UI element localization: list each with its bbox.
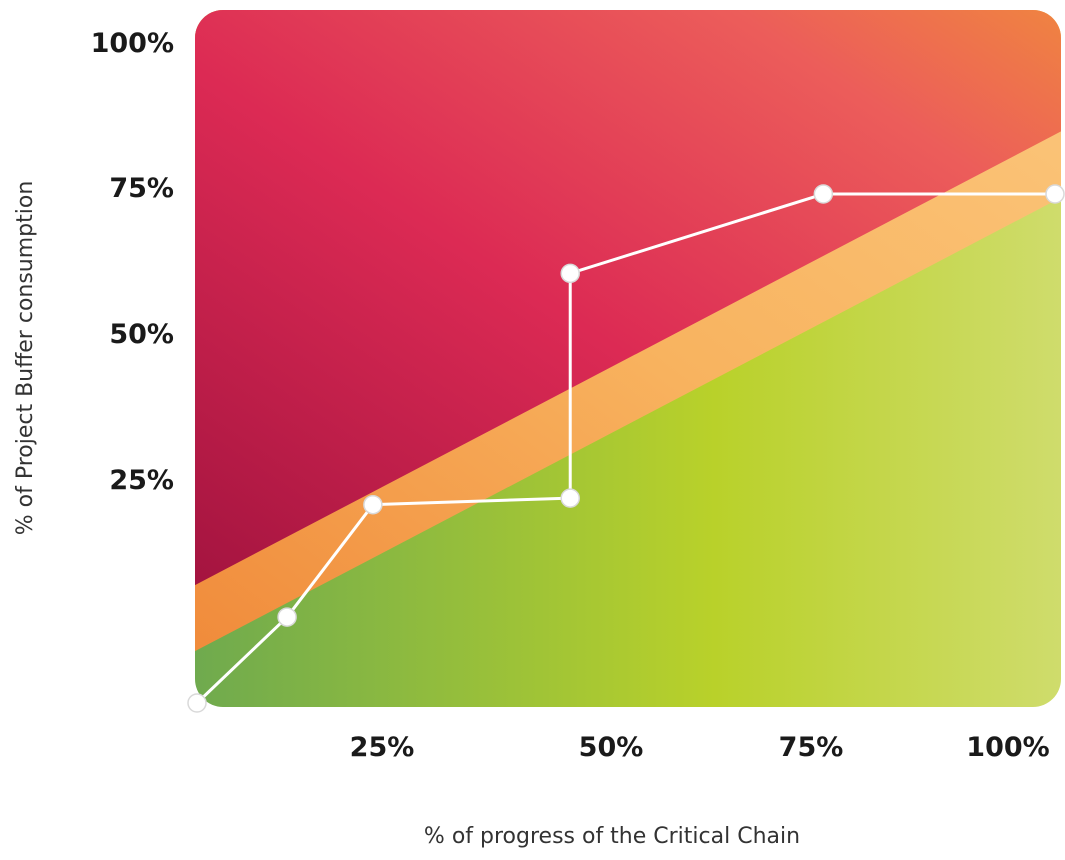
data-point-2 [277,607,297,627]
y-tick-label: 25% [109,465,174,496]
data-point-1 [187,693,207,713]
data-point-6 [813,184,834,204]
y-tick-label: 50% [109,319,174,350]
y-tick-labels: 25% 50% 75% 100% [91,28,174,496]
data-point-5 [560,263,580,284]
x-tick-label: 50% [579,732,644,763]
x-tick-label: 25% [350,732,415,763]
zone-red [195,10,1061,593]
data-point-7 [1045,184,1065,204]
x-tick-labels: 25% 50% 75% 100% [350,732,1050,763]
y-tick-label: 75% [109,173,174,204]
y-axis-label: % of Project Buffer consumption [13,181,38,536]
data-point-4 [560,488,580,508]
data-point-3 [363,494,383,515]
x-tick-label: 75% [779,732,844,763]
plot-area [195,10,1061,707]
y-tick-label: 100% [91,28,174,59]
x-axis-label: % of progress of the Critical Chain [424,824,800,849]
series-layer [187,184,1065,713]
x-tick-label: 100% [966,732,1049,763]
